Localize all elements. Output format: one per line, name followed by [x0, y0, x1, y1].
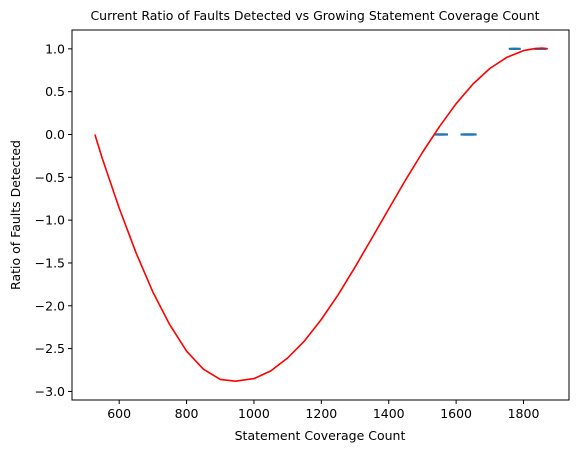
- y-tick-label: 0.5: [45, 84, 65, 99]
- chart-title: Current Ratio of Faults Detected vs Grow…: [90, 8, 539, 23]
- x-tick-label: 1600: [440, 406, 472, 421]
- y-tick-label: −2.0: [35, 298, 65, 313]
- plot-frame: [71, 29, 570, 401]
- y-tick-label: 1.0: [45, 41, 65, 56]
- x-tick-label: 1800: [508, 406, 540, 421]
- y-axis-label: Ratio of Faults Detected: [8, 140, 23, 290]
- y-tick-label: −0.5: [35, 170, 65, 185]
- y-tick-label: 0.0: [45, 127, 65, 142]
- y-tick-label: −2.5: [35, 341, 65, 356]
- plot-area: [94, 47, 548, 382]
- y-tick-label: −1.5: [35, 255, 65, 270]
- x-axis: 600 800 1000 1200 1400 1600 1800: [107, 400, 539, 421]
- x-tick-label: 1400: [373, 406, 405, 421]
- fit-curve: [94, 47, 548, 382]
- y-tick-label: −1.0: [35, 213, 65, 228]
- y-axis: 1.0 0.5 0.0 −0.5 −1.0 −1.5 −2.0 −2.5 −3.0: [35, 41, 72, 399]
- x-axis-label: Statement Coverage Count: [235, 428, 406, 443]
- x-tick-label: 800: [175, 406, 199, 421]
- x-tick-label: 1000: [238, 406, 270, 421]
- y-tick-label: −3.0: [35, 384, 65, 399]
- x-tick-label: 1200: [305, 406, 337, 421]
- x-tick-label: 600: [107, 406, 131, 421]
